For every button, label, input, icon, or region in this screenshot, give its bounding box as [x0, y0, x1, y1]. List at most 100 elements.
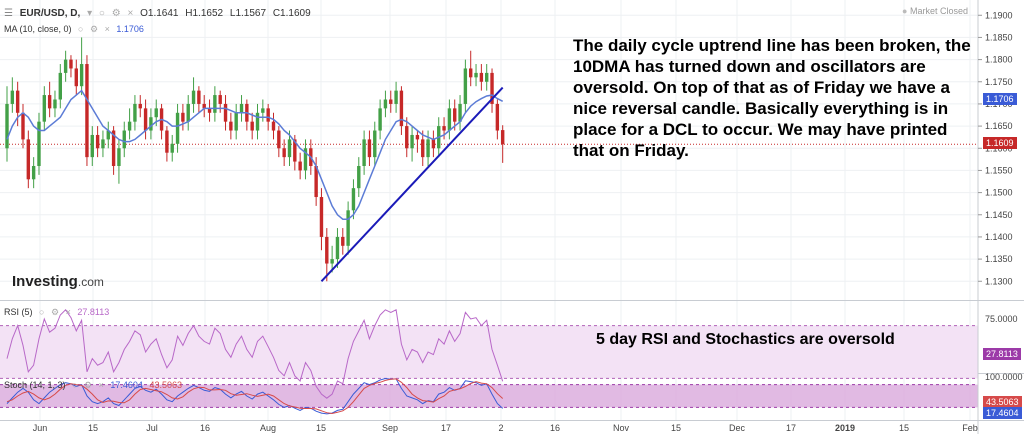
candle-body: [463, 68, 468, 104]
candle-body: [341, 236, 345, 246]
candle-body: [469, 68, 473, 78]
time-tick-label: Dec: [729, 423, 746, 433]
time-tick-label: 15: [671, 423, 681, 433]
close-icon[interactable]: ×: [127, 8, 134, 19]
candle-body: [453, 108, 457, 122]
price-tick-label: 1.1350: [985, 254, 1013, 264]
candle-body: [250, 121, 254, 131]
candle-body: [218, 95, 222, 104]
candle-body: [271, 121, 276, 131]
candle-body: [106, 130, 110, 140]
candle-body: [117, 148, 121, 166]
candle-body: [410, 134, 414, 149]
candle-body: [287, 139, 292, 158]
close-label: C: [272, 8, 281, 19]
time-tick-label: 2: [498, 423, 503, 433]
candle-body: [399, 90, 404, 127]
logo-main: Investing: [12, 273, 78, 290]
price-tick-label: 1.1550: [985, 165, 1013, 175]
candle-body: [421, 139, 425, 158]
candle-body: [69, 59, 73, 69]
candle-body: [63, 59, 68, 73]
candle-body: [127, 121, 132, 131]
candle-body: [405, 126, 409, 149]
settings-icon[interactable]: ⚙: [90, 24, 99, 34]
candle-body: [191, 90, 196, 104]
candle-body: [458, 103, 462, 122]
settings-icon[interactable]: ⚙: [84, 380, 93, 390]
close-icon[interactable]: ×: [104, 24, 110, 34]
annotation-main: The daily cycle uptrend line has been br…: [573, 36, 971, 160]
candle-body: [282, 148, 286, 158]
time-tick-label: 16: [550, 423, 560, 433]
candle-body: [207, 108, 212, 113]
rsi-legend: RSI (5) ○ ⚙ × 27.8113: [4, 307, 113, 318]
time-tick-label: 15: [88, 423, 98, 433]
rsi-tick-label: 75.0000: [985, 314, 1018, 324]
logo: Investing.com: [12, 273, 104, 290]
candle-body: [325, 236, 329, 264]
candle-body: [21, 112, 25, 140]
candle-body: [490, 72, 494, 104]
close-icon[interactable]: ×: [65, 307, 71, 317]
candlesticks: [5, 37, 505, 282]
ma-label: MA (10, close, 0): [4, 24, 72, 34]
symbol-label: EUR/USD, D,: [19, 8, 81, 19]
stoch-k-price-box: 17.4604: [983, 407, 1022, 419]
candle-body: [74, 68, 78, 87]
close-icon[interactable]: ×: [98, 380, 104, 390]
collapse-icon[interactable]: ☰: [4, 8, 13, 19]
price-tick-label: 1.1400: [985, 232, 1013, 242]
stoch-d-value: 43.5063: [149, 380, 182, 390]
ma-legend: MA (10, close, 0) ○ ⚙ × 1.1706: [4, 24, 148, 35]
indicator-lines: [6, 309, 504, 415]
stoch-band: [0, 384, 978, 408]
candle-body: [175, 112, 180, 144]
settings-icon[interactable]: ⚙: [50, 307, 60, 317]
candle-body: [58, 72, 62, 100]
candle-body: [431, 139, 436, 149]
stoch-label: Stoch (14, 1, 3): [4, 380, 66, 390]
candle-body: [234, 112, 238, 131]
candle-body: [15, 90, 20, 113]
candle-body: [335, 236, 340, 260]
time-tick-label: 2019: [835, 423, 855, 433]
candle-body: [389, 99, 393, 104]
candle-body: [79, 64, 84, 87]
price-tick-label: 1.1900: [985, 10, 1013, 20]
candle-body: [53, 99, 57, 109]
candle-body: [95, 134, 100, 149]
candle-body: [229, 121, 233, 131]
candle-body: [186, 103, 190, 122]
candle-body: [266, 108, 270, 122]
candle-body: [474, 72, 478, 78]
ma-value: 1.1706: [116, 24, 144, 34]
price-tick-label: 1.1850: [985, 32, 1013, 42]
chevron-down-icon[interactable]: ▾: [87, 8, 93, 19]
stoch-d-price-box: 43.5063: [983, 396, 1022, 408]
candle-body: [442, 126, 446, 131]
candle-body: [330, 259, 334, 264]
rsi-line: [6, 309, 504, 399]
visibility-icon[interactable]: ○: [98, 8, 105, 19]
visibility-icon[interactable]: ○: [72, 380, 78, 390]
visibility-icon[interactable]: ○: [39, 307, 45, 317]
time-tick-label: 16: [200, 423, 210, 433]
settings-icon[interactable]: ⚙: [111, 8, 121, 19]
candle-body: [293, 139, 297, 162]
candle-body: [277, 130, 281, 149]
close-value: 1.1609: [280, 8, 311, 19]
candle-body: [154, 108, 158, 118]
candle-body: [255, 112, 260, 131]
candle-body: [101, 139, 105, 149]
rsi-price-box: 27.8113: [983, 348, 1021, 360]
candle-body: [213, 95, 217, 113]
candle-body: [415, 134, 420, 140]
candle-body: [394, 90, 398, 104]
candle-body: [373, 130, 377, 158]
candle-body: [47, 95, 52, 109]
stoch-k-value: 17.4604: [110, 380, 143, 390]
visibility-icon[interactable]: ○: [78, 24, 84, 34]
price-tick-label: 1.1750: [985, 77, 1013, 87]
time-tick-label: Sep: [382, 423, 398, 433]
